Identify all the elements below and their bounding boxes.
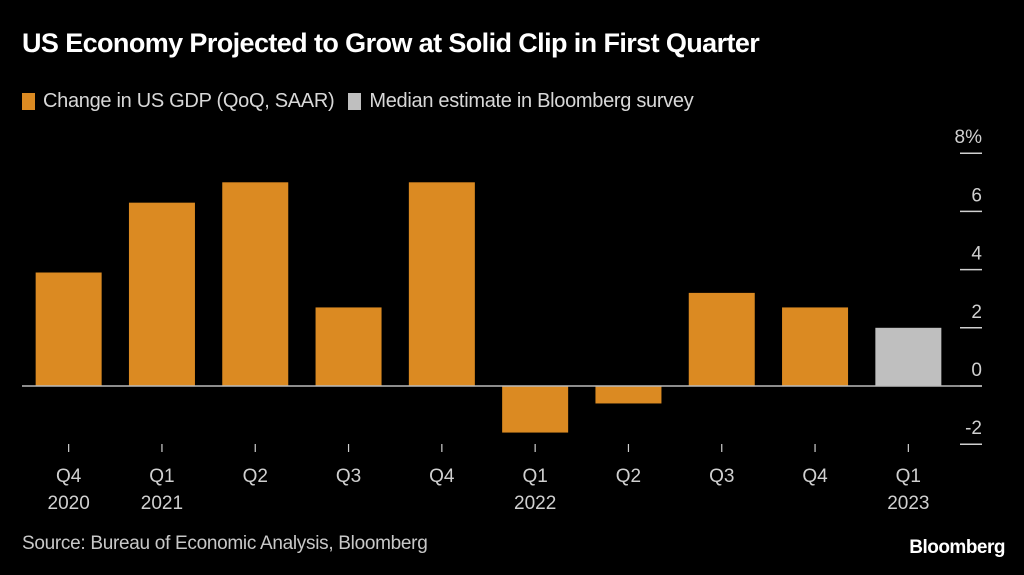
x-tick-label-quarter: Q2: [243, 466, 268, 487]
bar-gdp: [688, 292, 755, 386]
x-tick-label-quarter: Q4: [56, 466, 82, 487]
legend: Change in US GDP (QoQ, SAAR) Median esti…: [22, 90, 707, 113]
x-tick-label-year: 2021: [141, 493, 183, 514]
bar-gdp: [128, 202, 195, 386]
legend-label-estimate: Median estimate in Bloomberg survey: [369, 90, 694, 112]
x-tick-label-quarter: Q2: [616, 466, 641, 487]
legend-item-gdp: Change in US GDP (QoQ, SAAR): [22, 90, 335, 113]
legend-label-gdp: Change in US GDP (QoQ, SAAR): [43, 90, 335, 112]
legend-swatch-estimate: [348, 93, 362, 110]
bloomberg-logo: Bloomberg: [909, 537, 1005, 558]
y-tick-label: 8%: [955, 127, 983, 148]
y-tick-label: 0: [971, 360, 982, 381]
bar-gdp: [35, 272, 102, 386]
bar-estimate: [875, 327, 942, 386]
bar-gdp: [222, 182, 289, 386]
x-tick-label-quarter: Q4: [429, 466, 455, 487]
x-tick-label-year: 2022: [514, 493, 556, 514]
x-tick-label-quarter: Q4: [802, 466, 828, 487]
chart-title: US Economy Projected to Grow at Solid Cl…: [22, 28, 760, 58]
y-tick-label: 6: [971, 185, 982, 206]
bar-gdp: [408, 182, 475, 386]
y-tick-label: 4: [971, 244, 982, 265]
bar-gdp: [595, 386, 662, 404]
legend-item-estimate: Median estimate in Bloomberg survey: [348, 90, 694, 113]
y-tick-label: -2: [965, 418, 982, 439]
bar-gdp: [315, 307, 382, 386]
bar-gdp: [502, 386, 569, 433]
legend-swatch-gdp: [22, 93, 35, 110]
x-tick-label-quarter: Q1: [896, 466, 921, 487]
x-tick-label-year: 2020: [48, 493, 90, 514]
x-tick-label-year: 2023: [887, 493, 929, 514]
x-tick-label-quarter: Q3: [336, 466, 361, 487]
y-tick-label: 2: [971, 302, 982, 323]
bar-gdp: [782, 307, 849, 386]
x-tick-label-quarter: Q1: [149, 466, 174, 487]
x-tick-label-quarter: Q3: [709, 466, 734, 487]
x-tick-label-quarter: Q1: [522, 466, 547, 487]
source-note: Source: Bureau of Economic Analysis, Blo…: [22, 533, 428, 554]
